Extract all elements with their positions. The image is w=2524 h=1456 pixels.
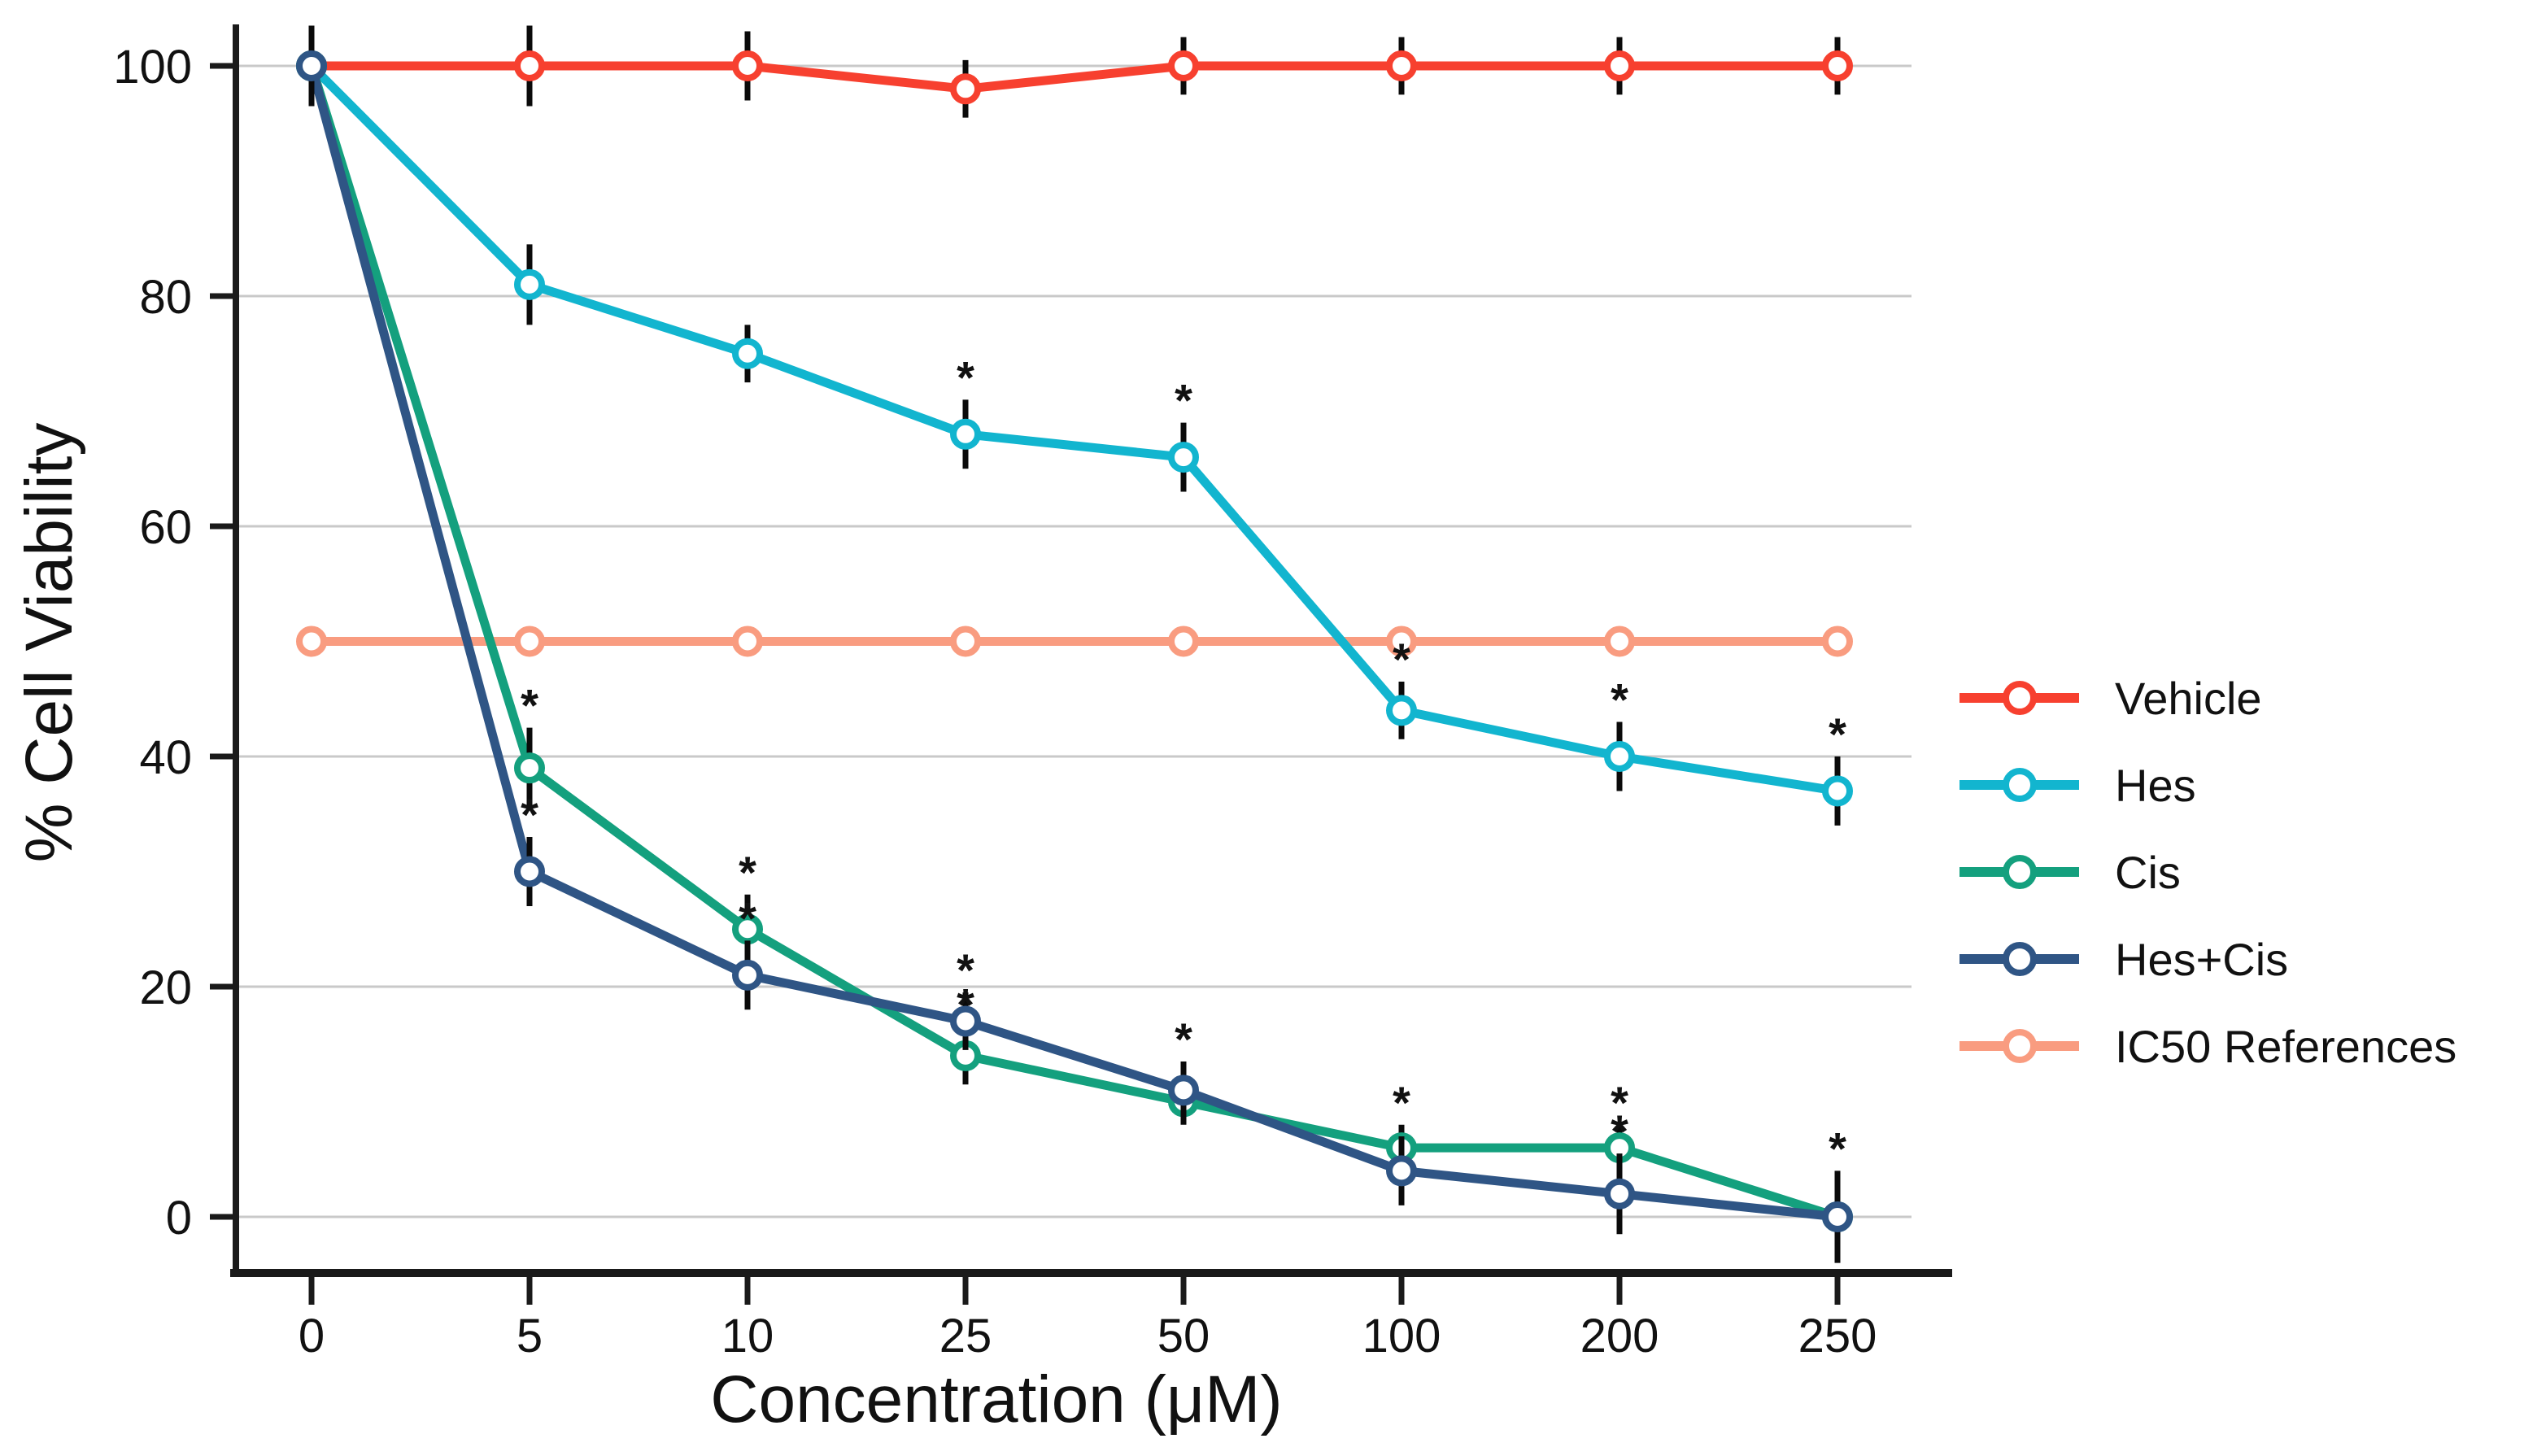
series-line (307, 61, 1842, 94)
data-point-marker (514, 752, 545, 784)
legend-item-ic50-references: IC50 References (1959, 1021, 2456, 1072)
series-line (307, 61, 1842, 796)
significance-star: * (957, 351, 974, 403)
significance-star: * (957, 944, 974, 996)
data-point-marker (732, 50, 763, 81)
significance-star: * (1829, 708, 1846, 760)
data-point-marker (732, 626, 763, 657)
series-vehicle (296, 25, 1853, 118)
data-point-marker (1604, 626, 1635, 657)
series-line (307, 61, 1842, 1222)
legend-swatch-marker (2003, 855, 2037, 889)
data-series (296, 25, 1853, 1263)
legend-swatch-marker (2003, 942, 2037, 976)
y-tick-label: 40 (139, 731, 192, 784)
data-point-marker (732, 959, 763, 991)
data-point-marker (950, 73, 981, 105)
y-axis-tick-labels: 0 20 40 60 80 100 (113, 41, 192, 1245)
y-tick-label: 100 (113, 41, 192, 94)
legend-item-hes-cis: Hes+Cis (1959, 934, 2288, 985)
data-point-marker (1822, 775, 1853, 807)
legend-item-hes: Hes (1959, 760, 2196, 811)
data-point-marker (1168, 50, 1199, 81)
data-point-marker (1822, 1201, 1853, 1232)
data-point-marker (1168, 626, 1199, 657)
significance-star: * (1611, 1105, 1628, 1157)
significance-star: * (1611, 674, 1628, 726)
y-tick-label: 20 (139, 961, 192, 1014)
y-tick-label: 60 (139, 501, 192, 554)
series-line (307, 61, 1842, 1222)
legend-label: Cis (2115, 847, 2181, 898)
legend-label: IC50 References (2115, 1021, 2456, 1072)
significance-star: * (957, 979, 974, 1031)
data-point-marker (950, 418, 981, 450)
data-point-marker (950, 626, 981, 657)
legend-item-cis: Cis (1959, 847, 2181, 898)
data-point-marker (1168, 1075, 1199, 1106)
legend: Vehicle Hes Cis Hes+Cis IC50 References (1959, 673, 2456, 1072)
significance-star: * (1829, 1123, 1846, 1174)
significance-star: * (1611, 1077, 1628, 1128)
series-hes (296, 25, 1853, 826)
significance-star: * (521, 789, 538, 840)
legend-swatch-marker (2003, 1029, 2037, 1063)
significance-star: * (1175, 375, 1192, 426)
significance-stars: * ******** ****** * (521, 351, 1846, 1174)
significance-star: * (739, 892, 756, 944)
y-tick-label: 80 (139, 271, 192, 324)
data-point-marker (514, 626, 545, 657)
data-point-marker (1604, 741, 1635, 772)
data-point-marker (1604, 1178, 1635, 1210)
data-point-marker (1386, 50, 1417, 81)
x-tick-label: 0 (299, 1310, 325, 1362)
legend-item-vehicle: Vehicle (1959, 673, 2262, 724)
legend-swatch-marker (2003, 768, 2037, 802)
data-point-marker (1822, 626, 1853, 657)
data-point-marker (296, 50, 327, 81)
series-ic50-references (296, 626, 1853, 657)
legend-label: Vehicle (2115, 673, 2262, 724)
x-axis-title: Concentration (μM) (710, 1362, 1283, 1436)
x-tick-label: 50 (1157, 1310, 1210, 1362)
y-axis-title: % Cell Viability (12, 423, 86, 863)
x-tick-label: 250 (1798, 1310, 1877, 1362)
data-point-marker (296, 626, 327, 657)
data-point-marker (732, 338, 763, 369)
significance-star: * (1393, 634, 1410, 685)
x-tick-label: 25 (939, 1310, 992, 1362)
x-tick-label: 10 (721, 1310, 774, 1362)
series-hes-cis (296, 25, 1853, 1263)
axes (210, 24, 1952, 1305)
data-point-marker (1168, 442, 1199, 473)
significance-star: * (739, 847, 756, 898)
y-tick-label: 0 (166, 1192, 192, 1245)
x-tick-label: 100 (1362, 1310, 1441, 1362)
data-point-marker (1604, 50, 1635, 81)
x-axis-tick-labels: 0 5 10 25 50 100 200 250 (299, 1310, 1877, 1362)
data-point-marker (514, 268, 545, 300)
data-point-marker (1386, 626, 1417, 657)
legend-swatch-marker (2003, 681, 2037, 715)
data-point-marker (950, 1005, 981, 1037)
data-point-marker (1386, 1155, 1417, 1187)
x-tick-label: 200 (1580, 1310, 1659, 1362)
significance-star: * (521, 680, 538, 731)
data-point-marker (1386, 695, 1417, 726)
data-point-marker (1822, 50, 1853, 81)
legend-label: Hes+Cis (2115, 934, 2288, 985)
data-point-marker (514, 50, 545, 81)
x-tick-label: 5 (517, 1310, 543, 1362)
significance-star: * (1175, 1014, 1192, 1065)
legend-label: Hes (2115, 760, 2196, 811)
data-point-marker (514, 856, 545, 887)
significance-star: * (1393, 1077, 1410, 1128)
